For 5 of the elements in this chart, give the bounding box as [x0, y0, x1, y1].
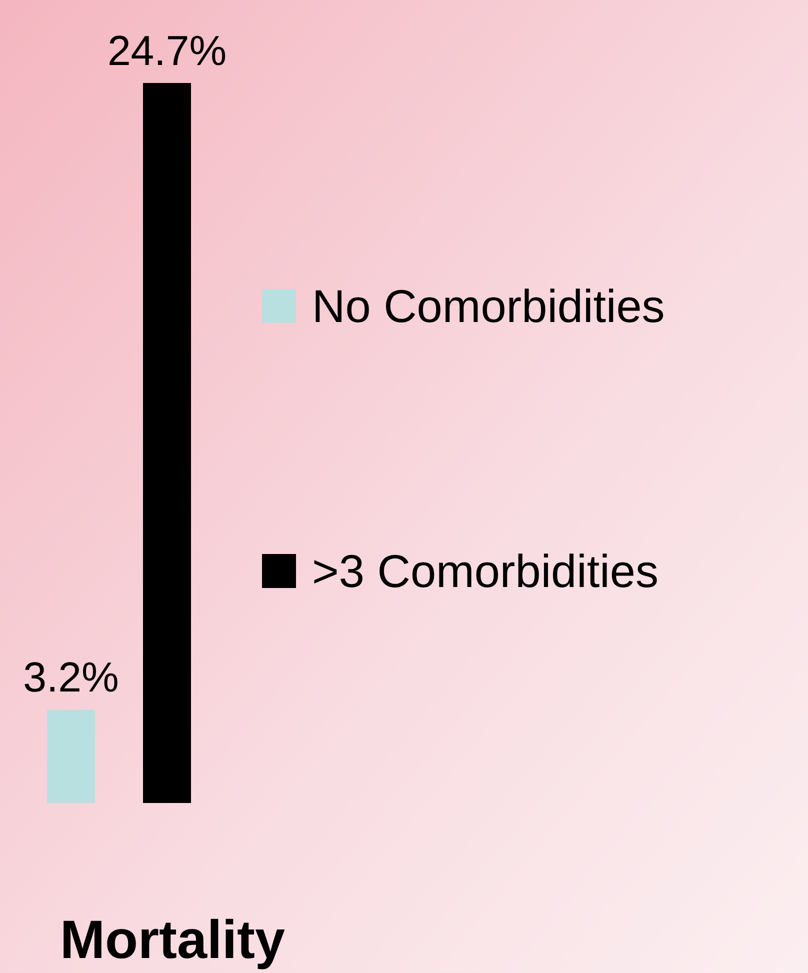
x-tick-label: Mortality — [60, 910, 286, 970]
legend-label: >3 Comorbidities — [312, 545, 658, 597]
data-label: 3.2% — [23, 654, 119, 701]
data-label: 24.7% — [107, 27, 227, 74]
legend-label: No Comorbidities — [312, 280, 665, 332]
